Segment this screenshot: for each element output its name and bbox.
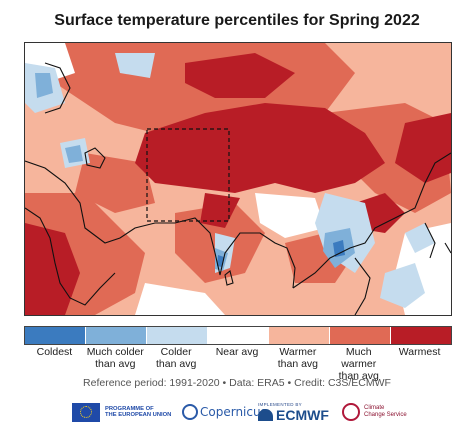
legend-label: Much warmer than avg bbox=[338, 346, 379, 382]
copernicus-icon bbox=[182, 404, 198, 420]
ecmwf-logo-text: ECMWF bbox=[276, 407, 329, 423]
ecmwf-tagline: IMPLEMENTED BY bbox=[258, 402, 302, 407]
legend-swatch-near bbox=[208, 327, 269, 344]
c3s-logo-text: Climate Change Service bbox=[364, 405, 407, 418]
temperature-map bbox=[24, 42, 452, 316]
legend-swatch-colder bbox=[147, 327, 208, 344]
much-colder-regions bbox=[35, 73, 355, 271]
warmest-regions bbox=[25, 53, 451, 315]
legend-label: Colder than avg bbox=[156, 346, 197, 370]
c3s-icon bbox=[342, 403, 360, 421]
legend-swatch-much-colder bbox=[86, 327, 147, 344]
map-title: Surface temperature percentiles for Spri… bbox=[54, 12, 420, 29]
copernicus-logo: Copernicus bbox=[182, 398, 267, 426]
eu-flag-icon bbox=[72, 402, 100, 422]
eu-logo-text: PROGRAMME OF THE EUROPEAN UNION bbox=[105, 405, 172, 419]
coastlines bbox=[25, 62, 451, 315]
eu-logo: PROGRAMME OF THE EUROPEAN UNION bbox=[72, 398, 171, 426]
legend-swatch-warmer bbox=[269, 327, 330, 344]
ecmwf-logo: IMPLEMENTED BY ECMWF bbox=[258, 398, 329, 426]
map-canvas bbox=[25, 43, 451, 315]
legend-swatch-much-warmer bbox=[330, 327, 391, 344]
c3s-logo: Climate Change Service bbox=[342, 398, 407, 426]
legend-label: Coldest bbox=[36, 346, 73, 358]
highlight-region-box bbox=[146, 128, 230, 222]
legend-label: Near avg bbox=[215, 346, 259, 358]
footer-logos: PROGRAMME OF THE EUROPEAN UNION Copernic… bbox=[0, 398, 474, 426]
copernicus-logo-text: Copernicus bbox=[200, 405, 267, 419]
legend-swatch-coldest bbox=[25, 327, 86, 344]
legend-label: Warmest bbox=[398, 346, 441, 358]
ecmwf-icon bbox=[258, 409, 273, 421]
legend-labels: Coldest Much colder than avg Colder than… bbox=[24, 346, 450, 382]
legend-swatch-warmest bbox=[391, 327, 451, 344]
legend-label: Warmer than avg bbox=[277, 346, 319, 370]
legend-color-bar bbox=[24, 326, 452, 345]
reference-caption: Reference period: 1991-2020 • Data: ERA5… bbox=[83, 377, 391, 389]
legend-label: Much colder than avg bbox=[86, 346, 144, 370]
